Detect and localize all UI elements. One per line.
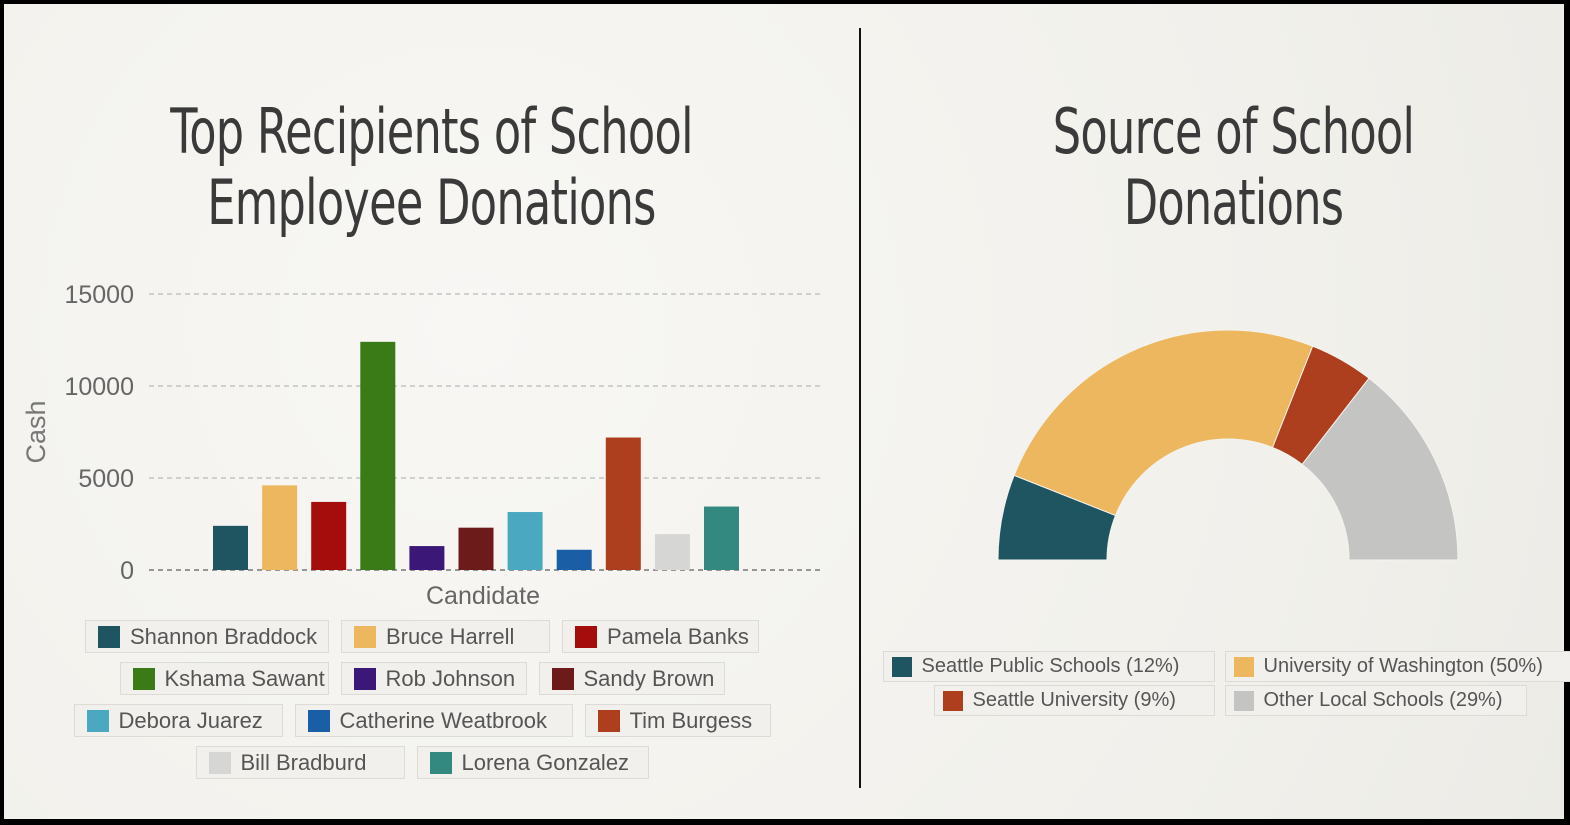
bar-debora-juarez: [507, 512, 543, 570]
legend-item-rob-johnson[interactable]: Rob Johnson: [340, 662, 527, 695]
y-tick-label: 10000: [64, 373, 134, 401]
y-tick-label: 5000: [78, 465, 134, 493]
bar-chart-title: Top Recipients of School Employee Donati…: [124, 96, 740, 238]
bar-bill-bradburd: [654, 534, 690, 570]
legend-label: Seattle University (9%): [972, 689, 1176, 711]
bar-pamela-banks: [311, 501, 347, 570]
legend-item-pamela-banks[interactable]: Pamela Banks: [562, 620, 759, 653]
legend-label: Other Local Schools (29%): [1263, 689, 1503, 711]
bar-chart-title-line2: Employee Donations: [207, 166, 656, 239]
slice-university-of-washington: [1013, 329, 1314, 517]
y-tick-label: 15000: [64, 281, 134, 309]
bar-shannon-braddock: [213, 525, 248, 570]
legend-label: Kshama Sawant: [164, 665, 325, 691]
donut-chart-title-line1: Source of School: [1052, 95, 1415, 168]
legend-swatch: [942, 690, 963, 711]
bar-bruce-harrell: [262, 485, 298, 570]
legend-swatch: [1233, 690, 1254, 711]
x-axis-label: Candidate: [426, 582, 540, 610]
panel-divider: [859, 28, 861, 788]
legend-label: Catherine Weatbrook: [339, 707, 548, 733]
legend-item-seattle-public-schools[interactable]: Seattle Public Schools (12%): [882, 651, 1215, 682]
legend-label: Bill Bradburd: [240, 749, 367, 775]
bar-catherine-weatbrook: [556, 549, 592, 570]
legend-item-catherine-weatbrook[interactable]: Catherine Weatbrook: [294, 704, 573, 737]
legend-swatch: [551, 667, 574, 690]
legend-item-lorena-gonzalez[interactable]: Lorena Gonzalez: [416, 746, 649, 779]
legend-label: Seattle Public Schools (12%): [921, 655, 1180, 677]
donut-chart-title-line2: Donations: [1123, 166, 1344, 239]
donut-chart-title: Source of School Donations: [965, 96, 1501, 238]
legend-swatch: [575, 625, 597, 648]
legend-label: Lorena Gonzalez: [461, 749, 630, 775]
bar-lorena-gonzalez: [704, 506, 739, 570]
bar-chart-title-line1: Top Recipients of School: [170, 95, 693, 168]
legend-swatch: [353, 667, 376, 690]
legend-label: Tim Burgess: [629, 707, 753, 733]
y-axis-label: Cash: [21, 400, 51, 463]
legend-item-debora-juarez[interactable]: Debora Juarez: [73, 704, 283, 737]
legend-item-seattle-university[interactable]: Seattle University (9%): [933, 685, 1215, 716]
bar-rob-johnson: [409, 546, 445, 570]
legend-swatch: [354, 625, 376, 648]
legend-label: Sandy Brown: [583, 665, 715, 691]
legend-item-bruce-harrell[interactable]: Bruce Harrell: [341, 620, 550, 653]
legend-label: Rob Johnson: [385, 665, 516, 691]
legend-label: University of Washington (50%): [1263, 655, 1543, 677]
legend-item-other-local-schools[interactable]: Other Local Schools (29%): [1224, 685, 1527, 716]
bar-kshama-sawant: [360, 341, 396, 570]
legend-item-shannon-braddock[interactable]: Shannon Braddock: [85, 620, 329, 653]
legend-label: Debora Juarez: [118, 707, 263, 733]
y-tick-label: 0: [120, 557, 134, 585]
legend-swatch: [891, 656, 912, 677]
legend-swatch: [132, 667, 155, 690]
bar-chart: 0 5000 10000 15000 Cash Candidate: [21, 281, 822, 610]
bar-sandy-brown: [458, 527, 494, 570]
legend-swatch: [86, 709, 109, 732]
legend-swatch: [1233, 656, 1254, 677]
legend-item-sandy-brown[interactable]: Sandy Brown: [538, 662, 725, 695]
legend-label: Shannon Braddock: [130, 623, 318, 649]
donut-chart: [997, 329, 1459, 561]
legend-item-bill-bradburd[interactable]: Bill Bradburd: [195, 746, 405, 779]
legend-label: Pamela Banks: [607, 623, 749, 649]
bar-tim-burgess: [605, 437, 641, 570]
legend-swatch: [98, 625, 120, 648]
legend-swatch: [208, 751, 231, 774]
legend-item-kshama-sawant[interactable]: Kshama Sawant: [119, 662, 329, 695]
legend-swatch: [429, 751, 452, 774]
legend-item-university-of-washington[interactable]: University of Washington (50%): [1224, 651, 1570, 682]
legend-swatch: [307, 709, 330, 732]
dashboard-frame: Top Recipients of School Employee Donati…: [4, 4, 1570, 819]
legend-item-tim-burgess[interactable]: Tim Burgess: [584, 704, 771, 737]
legend-swatch: [597, 709, 620, 732]
slice-other-local-schools: [1301, 377, 1459, 561]
legend-label: Bruce Harrell: [386, 623, 515, 649]
